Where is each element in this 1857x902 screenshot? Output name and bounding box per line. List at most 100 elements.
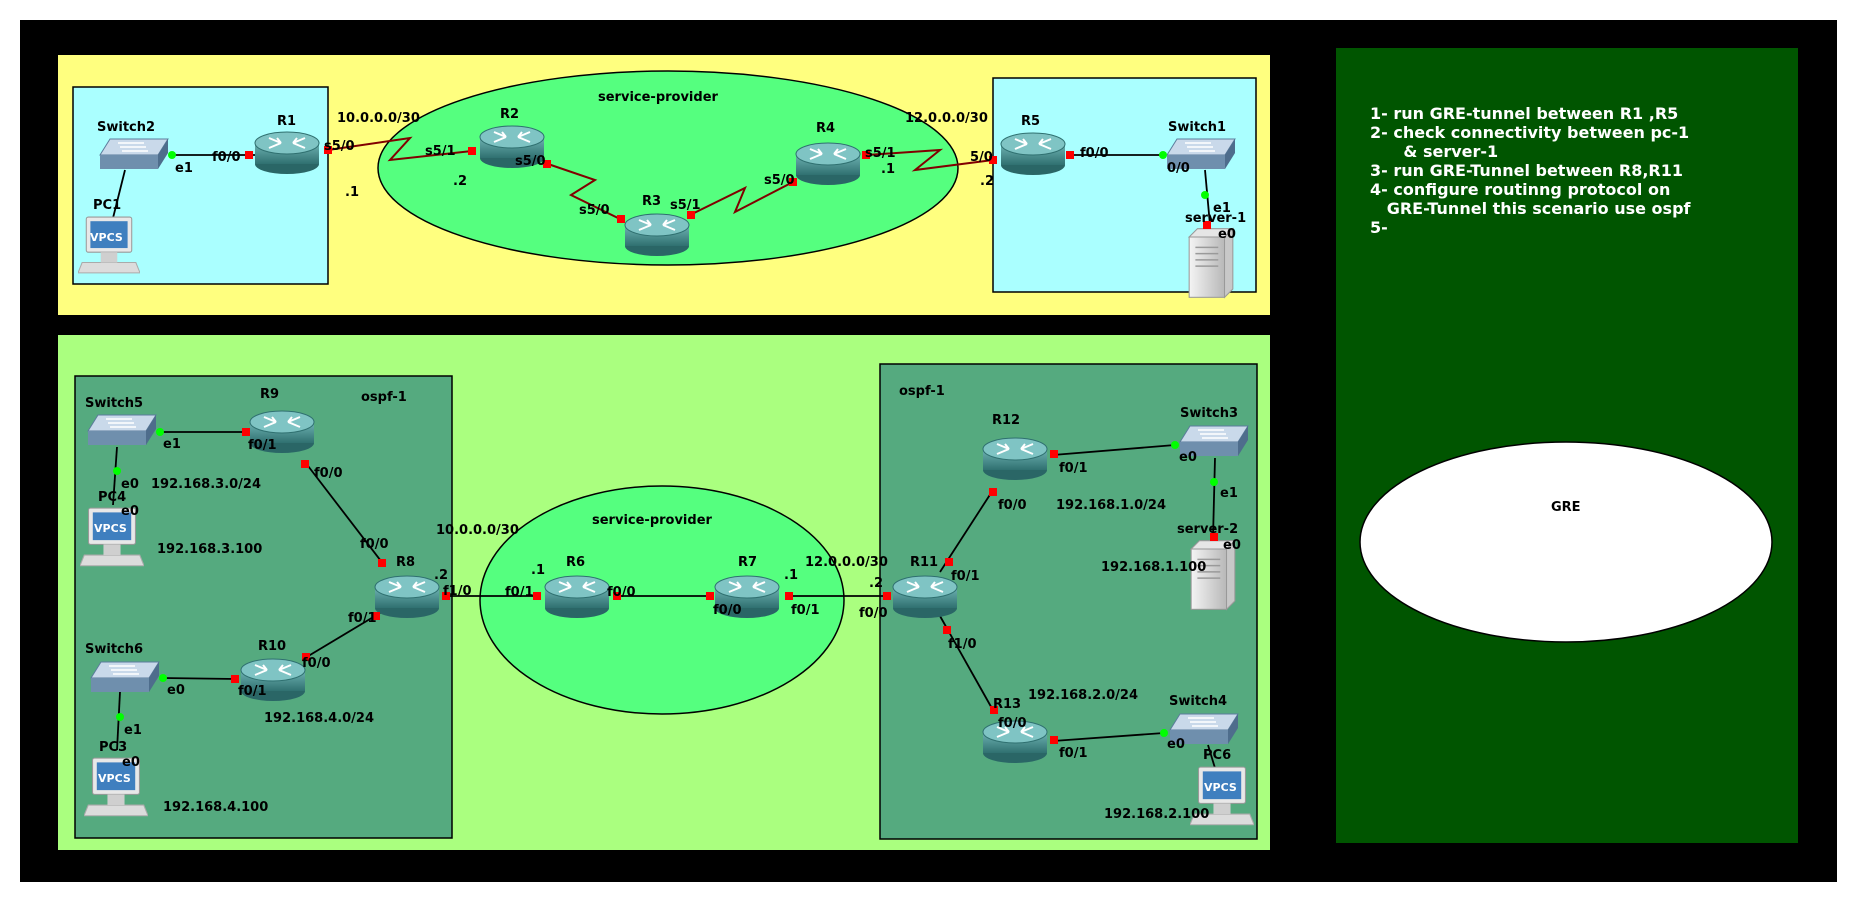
port-dot: [324, 146, 332, 154]
port-dot: [1210, 533, 1218, 541]
port-label: f1/0: [948, 637, 977, 652]
host-label: .2: [434, 568, 448, 583]
switch5-icon[interactable]: [87, 414, 157, 446]
link-up-dot: [116, 713, 124, 721]
port-label: e1: [124, 723, 142, 738]
port-dot: [1050, 736, 1058, 744]
port-label: f0/0: [360, 537, 389, 552]
port-dot: [543, 160, 551, 168]
task-line: 1- run GRE-tunnel between R1 ,R5: [1370, 104, 1678, 123]
port-dot: [301, 460, 309, 468]
r5-router-icon[interactable]: [1000, 132, 1066, 176]
port-dot: [617, 215, 625, 223]
link-r10-r8: [304, 612, 381, 659]
port-label: f0/1: [348, 611, 377, 626]
network-label: 192.168.3.0/24: [151, 477, 261, 492]
port-label: s5/0: [579, 203, 610, 218]
port-dot: [706, 592, 714, 600]
r4-router-icon[interactable]: [795, 142, 861, 186]
network-label: 12.0.0.0/30: [905, 111, 988, 126]
host-label: .1: [531, 563, 545, 578]
port-label: f0/0: [713, 603, 742, 618]
device-label: PC3: [99, 740, 127, 755]
port-label: s5/1: [670, 198, 701, 213]
link-r4-r5: [866, 148, 994, 172]
port-dot: [687, 211, 695, 219]
port-label: f1/0: [443, 584, 472, 599]
port-dot: [990, 706, 998, 714]
port-label: e1: [175, 161, 193, 176]
port-label: s5/0: [324, 139, 355, 154]
network-label: 192.168.2.0/24: [1028, 688, 1138, 703]
device-label: R2: [500, 107, 519, 122]
device-label: R1: [277, 114, 296, 129]
switch6-icon[interactable]: [90, 661, 160, 693]
bottom-provider-label: service-provider: [592, 513, 713, 528]
r6-router-icon[interactable]: [544, 575, 610, 619]
device-label: Switch5: [85, 396, 143, 411]
vpcs-badge: VPCS: [1204, 781, 1237, 794]
pc1-icon[interactable]: [78, 216, 140, 274]
port-label: f0/0: [314, 466, 343, 481]
r1-router-icon[interactable]: [254, 131, 320, 175]
host-label: .1: [881, 162, 895, 177]
device-label: Switch6: [85, 642, 143, 657]
port-label: 5/0: [970, 150, 993, 165]
link-up-dot: [1210, 478, 1218, 486]
host-label: .1: [784, 568, 798, 583]
port-label: s5/0: [764, 173, 795, 188]
port-dot: [1203, 221, 1211, 229]
task-line: & server-1: [1370, 142, 1498, 161]
port-label: f0/1: [1059, 746, 1088, 761]
device-label: Switch4: [1169, 694, 1227, 709]
ip-label: 192.168.2.100: [1104, 807, 1209, 822]
host-label: .2: [453, 174, 467, 189]
port-label: e0: [121, 477, 139, 492]
port-label: e0: [1223, 538, 1241, 553]
switch2-icon[interactable]: [99, 138, 169, 170]
host-label: .2: [869, 576, 883, 591]
r12-router-icon[interactable]: [982, 437, 1048, 481]
bottom-provider-cloud: [479, 485, 845, 715]
link-r3-r4: [689, 181, 794, 216]
r8-router-icon[interactable]: [374, 575, 440, 619]
ospf-right-label: ospf-1: [899, 384, 945, 399]
r11-router-icon[interactable]: [892, 575, 958, 619]
port-dot: [1066, 151, 1074, 159]
link-up-dot: [1171, 441, 1179, 449]
port-dot: [883, 592, 891, 600]
port-dot: [989, 488, 997, 496]
ip-label: 192.168.1.100: [1101, 560, 1206, 575]
port-dot: [945, 558, 953, 566]
vpcs-badge: VPCS: [98, 772, 131, 785]
port-dot: [943, 626, 951, 634]
device-label: R8: [396, 555, 415, 570]
link-up-dot: [113, 467, 121, 475]
port-dot: [989, 156, 997, 164]
device-label: Switch2: [97, 120, 155, 135]
port-label: e1: [1213, 201, 1231, 216]
device-label: Switch1: [1168, 120, 1226, 135]
task-line: 3- run GRE-Tunnel between R8,R11: [1370, 161, 1683, 180]
link-up-dot: [1201, 191, 1209, 199]
port-label: e0: [122, 755, 140, 770]
device-label: R7: [738, 555, 757, 570]
device-label: R10: [258, 639, 286, 654]
port-label: f0/0: [212, 150, 241, 165]
device-label: server-2: [1177, 522, 1238, 537]
link-switch6-r10: [162, 677, 237, 680]
port-label: s5/1: [425, 144, 456, 159]
port-label: e0: [167, 683, 185, 698]
port-label: 0/0: [1167, 161, 1190, 176]
device-label: R12: [992, 413, 1020, 428]
link-up-dot: [156, 428, 164, 436]
vpcs-badge: VPCS: [90, 231, 123, 244]
device-label: PC4: [98, 490, 126, 505]
device-label: R3: [642, 194, 661, 209]
device-label: R13: [993, 697, 1021, 712]
port-red-dots: [231, 146, 1218, 744]
r3-router-icon[interactable]: [624, 213, 690, 257]
network-label: 10.0.0.0/30: [337, 111, 420, 126]
device-label: R11: [910, 555, 938, 570]
port-dot: [242, 428, 250, 436]
